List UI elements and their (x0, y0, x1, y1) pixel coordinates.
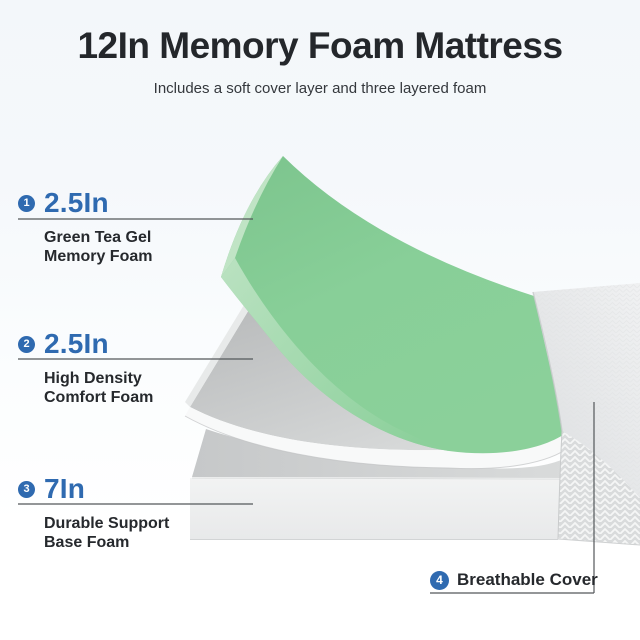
base-foam-top-face (192, 429, 566, 478)
callout-1-description: Green Tea Gel Memory Foam (44, 228, 152, 266)
cover-left-edge (532, 291, 563, 432)
page-subtitle: Includes a soft cover layer and three la… (153, 80, 487, 97)
callout-1-line2: Memory Foam (44, 248, 153, 265)
page-title: 12In Memory Foam Mattress (77, 25, 563, 66)
number-badge-2: 2 (18, 335, 35, 353)
callout-3-line2: Base Foam (44, 534, 130, 551)
comfort-foam-left-edge (185, 305, 250, 407)
comfort-foam-contact-shadow (184, 415, 572, 470)
cover-bottom-edge (557, 538, 640, 546)
callout-1-size: 2.5In (44, 187, 109, 218)
cover-front-left-edge (557, 430, 563, 540)
callout-4-label: Breathable Cover (457, 570, 598, 589)
callout-3-line1: Durable Support (44, 515, 170, 532)
memory-foam-left-edge (221, 156, 283, 277)
base-foam-front-face (190, 478, 566, 539)
callout-comfort-foam: 2 2.5In High Density Comfort Foam (18, 328, 153, 407)
callout-2-line2: Comfort Foam (44, 389, 154, 406)
callout-2-size: 2.5In (44, 328, 109, 359)
callout-2-description: High Density Comfort Foam (44, 369, 153, 407)
cover-front-texture (558, 431, 640, 545)
callout-base-foam: 3 7In Durable Support Base Foam (18, 473, 169, 552)
callout-3-size: 7In (44, 473, 86, 504)
callout-memory-foam: 1 2.5In Green Tea Gel Memory Foam (18, 187, 152, 266)
callout-breathable-cover: 4 Breathable Cover (430, 570, 598, 590)
callout-2-head: 2 2.5In (18, 328, 153, 360)
comfort-foam-white-edge (185, 407, 571, 469)
base-foam-top-edge (191, 477, 561, 480)
number-badge-4: 4 (430, 570, 449, 590)
number-badge-1: 1 (18, 194, 35, 212)
callout-3-head: 3 7In (18, 473, 169, 505)
cover-top-texture (533, 283, 640, 498)
callout-2-line1: High Density (44, 370, 142, 387)
number-badge-3: 3 (18, 480, 35, 498)
callout-1-head: 1 2.5In (18, 187, 152, 219)
callout-1-line1: Green Tea Gel (44, 229, 152, 246)
memory-foam-thickness-edge (221, 258, 449, 451)
leader-lines (18, 218, 595, 594)
callout-3-description: Durable Support Base Foam (44, 514, 169, 552)
